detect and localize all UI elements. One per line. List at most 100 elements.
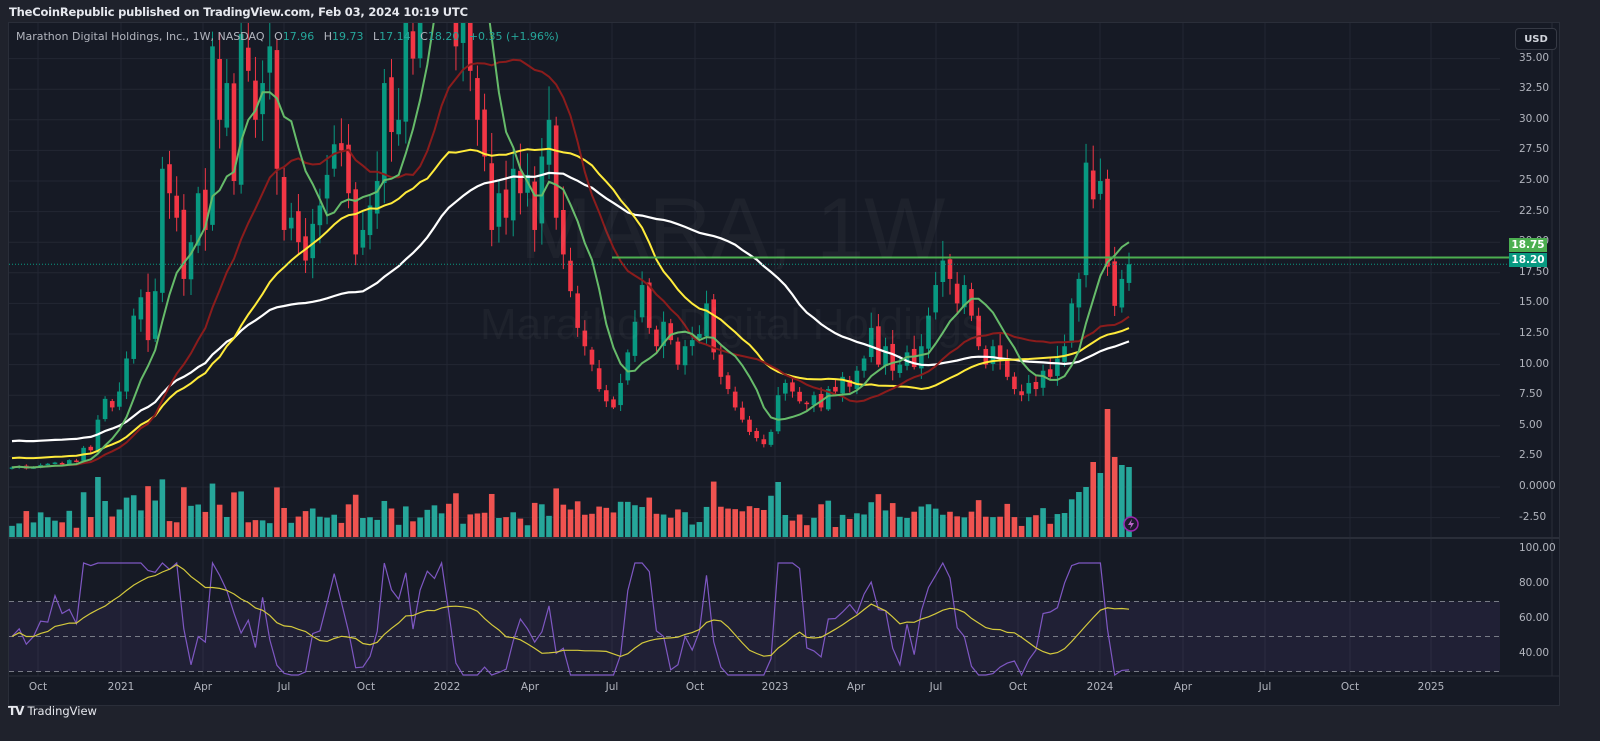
chart-frame[interactable] <box>8 22 1560 706</box>
volume-bar <box>181 487 187 537</box>
volume-bar <box>9 525 15 537</box>
time-tick-label: Jul <box>605 681 619 693</box>
volume-bar <box>331 514 338 537</box>
tradingview-logo-icon: TV <box>8 704 25 718</box>
volume-bar <box>603 507 610 537</box>
volume-bar <box>1076 492 1082 537</box>
volume-bar <box>803 525 810 537</box>
price-tick-label: 0.0000 <box>1519 480 1556 492</box>
price-tick-label: 27.50 <box>1519 143 1550 156</box>
volume-bar <box>159 479 166 537</box>
volume-bar <box>216 504 223 537</box>
volume-bar <box>1119 465 1125 537</box>
tradingview-brand[interactable]: TV TradingView <box>8 704 97 718</box>
volume-bar <box>811 517 817 537</box>
volume-bar <box>796 514 803 537</box>
low-value: 17.14 <box>379 30 411 43</box>
volume-bar <box>889 503 896 537</box>
rsi-tick-label: 80.00 <box>1519 577 1550 589</box>
volume-bar <box>166 521 173 537</box>
volume-bar <box>195 504 201 537</box>
candles <box>9 23 1132 470</box>
volume-bar <box>918 506 925 537</box>
volume-bar <box>589 513 595 537</box>
volume-bar <box>481 512 488 537</box>
volume-bar <box>1090 462 1096 537</box>
time-tick-label: Apr <box>520 681 540 693</box>
volume-bar <box>947 511 953 537</box>
price-tick-label: 7.50 <box>1519 388 1543 401</box>
volume-bar <box>417 517 423 537</box>
volume-bar <box>639 507 645 537</box>
volume-bar <box>80 492 87 537</box>
volume-bar <box>488 493 495 537</box>
volume-bar <box>66 510 73 537</box>
volume-bar <box>1004 503 1011 537</box>
volume-bar <box>689 524 696 537</box>
volume-bar <box>839 514 846 537</box>
last-price-tag: 18.20 <box>1509 253 1547 267</box>
volume-bar <box>753 508 760 537</box>
lightning-icon <box>1128 519 1134 529</box>
volume-bar <box>23 511 30 537</box>
volume-bar <box>145 486 151 537</box>
time-tick-label: 2025 <box>1417 681 1445 693</box>
volume-bar <box>130 495 137 537</box>
volume-bar <box>496 517 502 537</box>
volume-bar <box>768 495 774 537</box>
price-tick-label: 12.50 <box>1519 327 1550 339</box>
time-tick-label: Oct <box>28 681 48 693</box>
time-tick-label: Apr <box>193 681 213 693</box>
publisher-line: TheCoinRepublic published on TradingView… <box>9 5 468 19</box>
open-value: 17.96 <box>282 30 315 43</box>
volume-bar <box>567 509 574 537</box>
volume-bar <box>954 516 960 537</box>
volume-bar <box>367 517 373 537</box>
volume-bar <box>152 500 159 537</box>
volume-bar <box>832 527 839 537</box>
volume-bar <box>574 501 581 537</box>
volume-bar <box>667 517 674 537</box>
volume-bar <box>510 512 517 537</box>
volume-bar <box>173 522 180 537</box>
volume-bar <box>52 520 58 537</box>
volume-bar <box>531 502 538 537</box>
volume-bar <box>202 511 209 537</box>
price-tick-label: 10.00 <box>1519 357 1550 370</box>
rsi-band <box>9 601 1500 672</box>
price-tick-label: 32.50 <box>1519 82 1550 95</box>
volume-bar <box>940 514 946 537</box>
ma-fast-line <box>11 23 1130 469</box>
volume-bar <box>660 514 667 537</box>
volume-bar <box>1047 523 1054 537</box>
volume-bar <box>775 481 781 537</box>
volume-bar <box>431 505 438 537</box>
currency-button[interactable]: USD <box>1515 28 1557 50</box>
volume-bar <box>474 513 481 537</box>
volume-bar <box>374 519 380 537</box>
volume-bar <box>1126 467 1132 537</box>
volume-bar <box>553 488 559 537</box>
volume-bar <box>897 516 903 537</box>
price-tick-label: 2.50 <box>1519 449 1543 462</box>
volume-bar <box>596 506 602 537</box>
volume-bar <box>739 511 746 537</box>
time-tick-label: Apr <box>1173 681 1193 693</box>
low-label: L <box>373 30 380 43</box>
volume-bar <box>281 507 287 537</box>
ma-mid-line <box>11 58 1130 469</box>
volume-bar <box>352 494 359 537</box>
volume-bar <box>259 520 266 537</box>
volume-bar <box>460 523 466 537</box>
volume-bar <box>624 501 631 537</box>
time-tick-label: Oct <box>685 681 705 693</box>
volume-bar <box>782 515 789 537</box>
volume-bar <box>646 497 653 537</box>
price-tick-label: 17.50 <box>1519 265 1550 278</box>
rsi-line <box>11 560 1130 677</box>
volume-bar <box>403 506 409 537</box>
volume-bar <box>1111 457 1118 537</box>
volume-bar <box>424 509 431 537</box>
time-tick-label: 2021 <box>107 681 135 693</box>
